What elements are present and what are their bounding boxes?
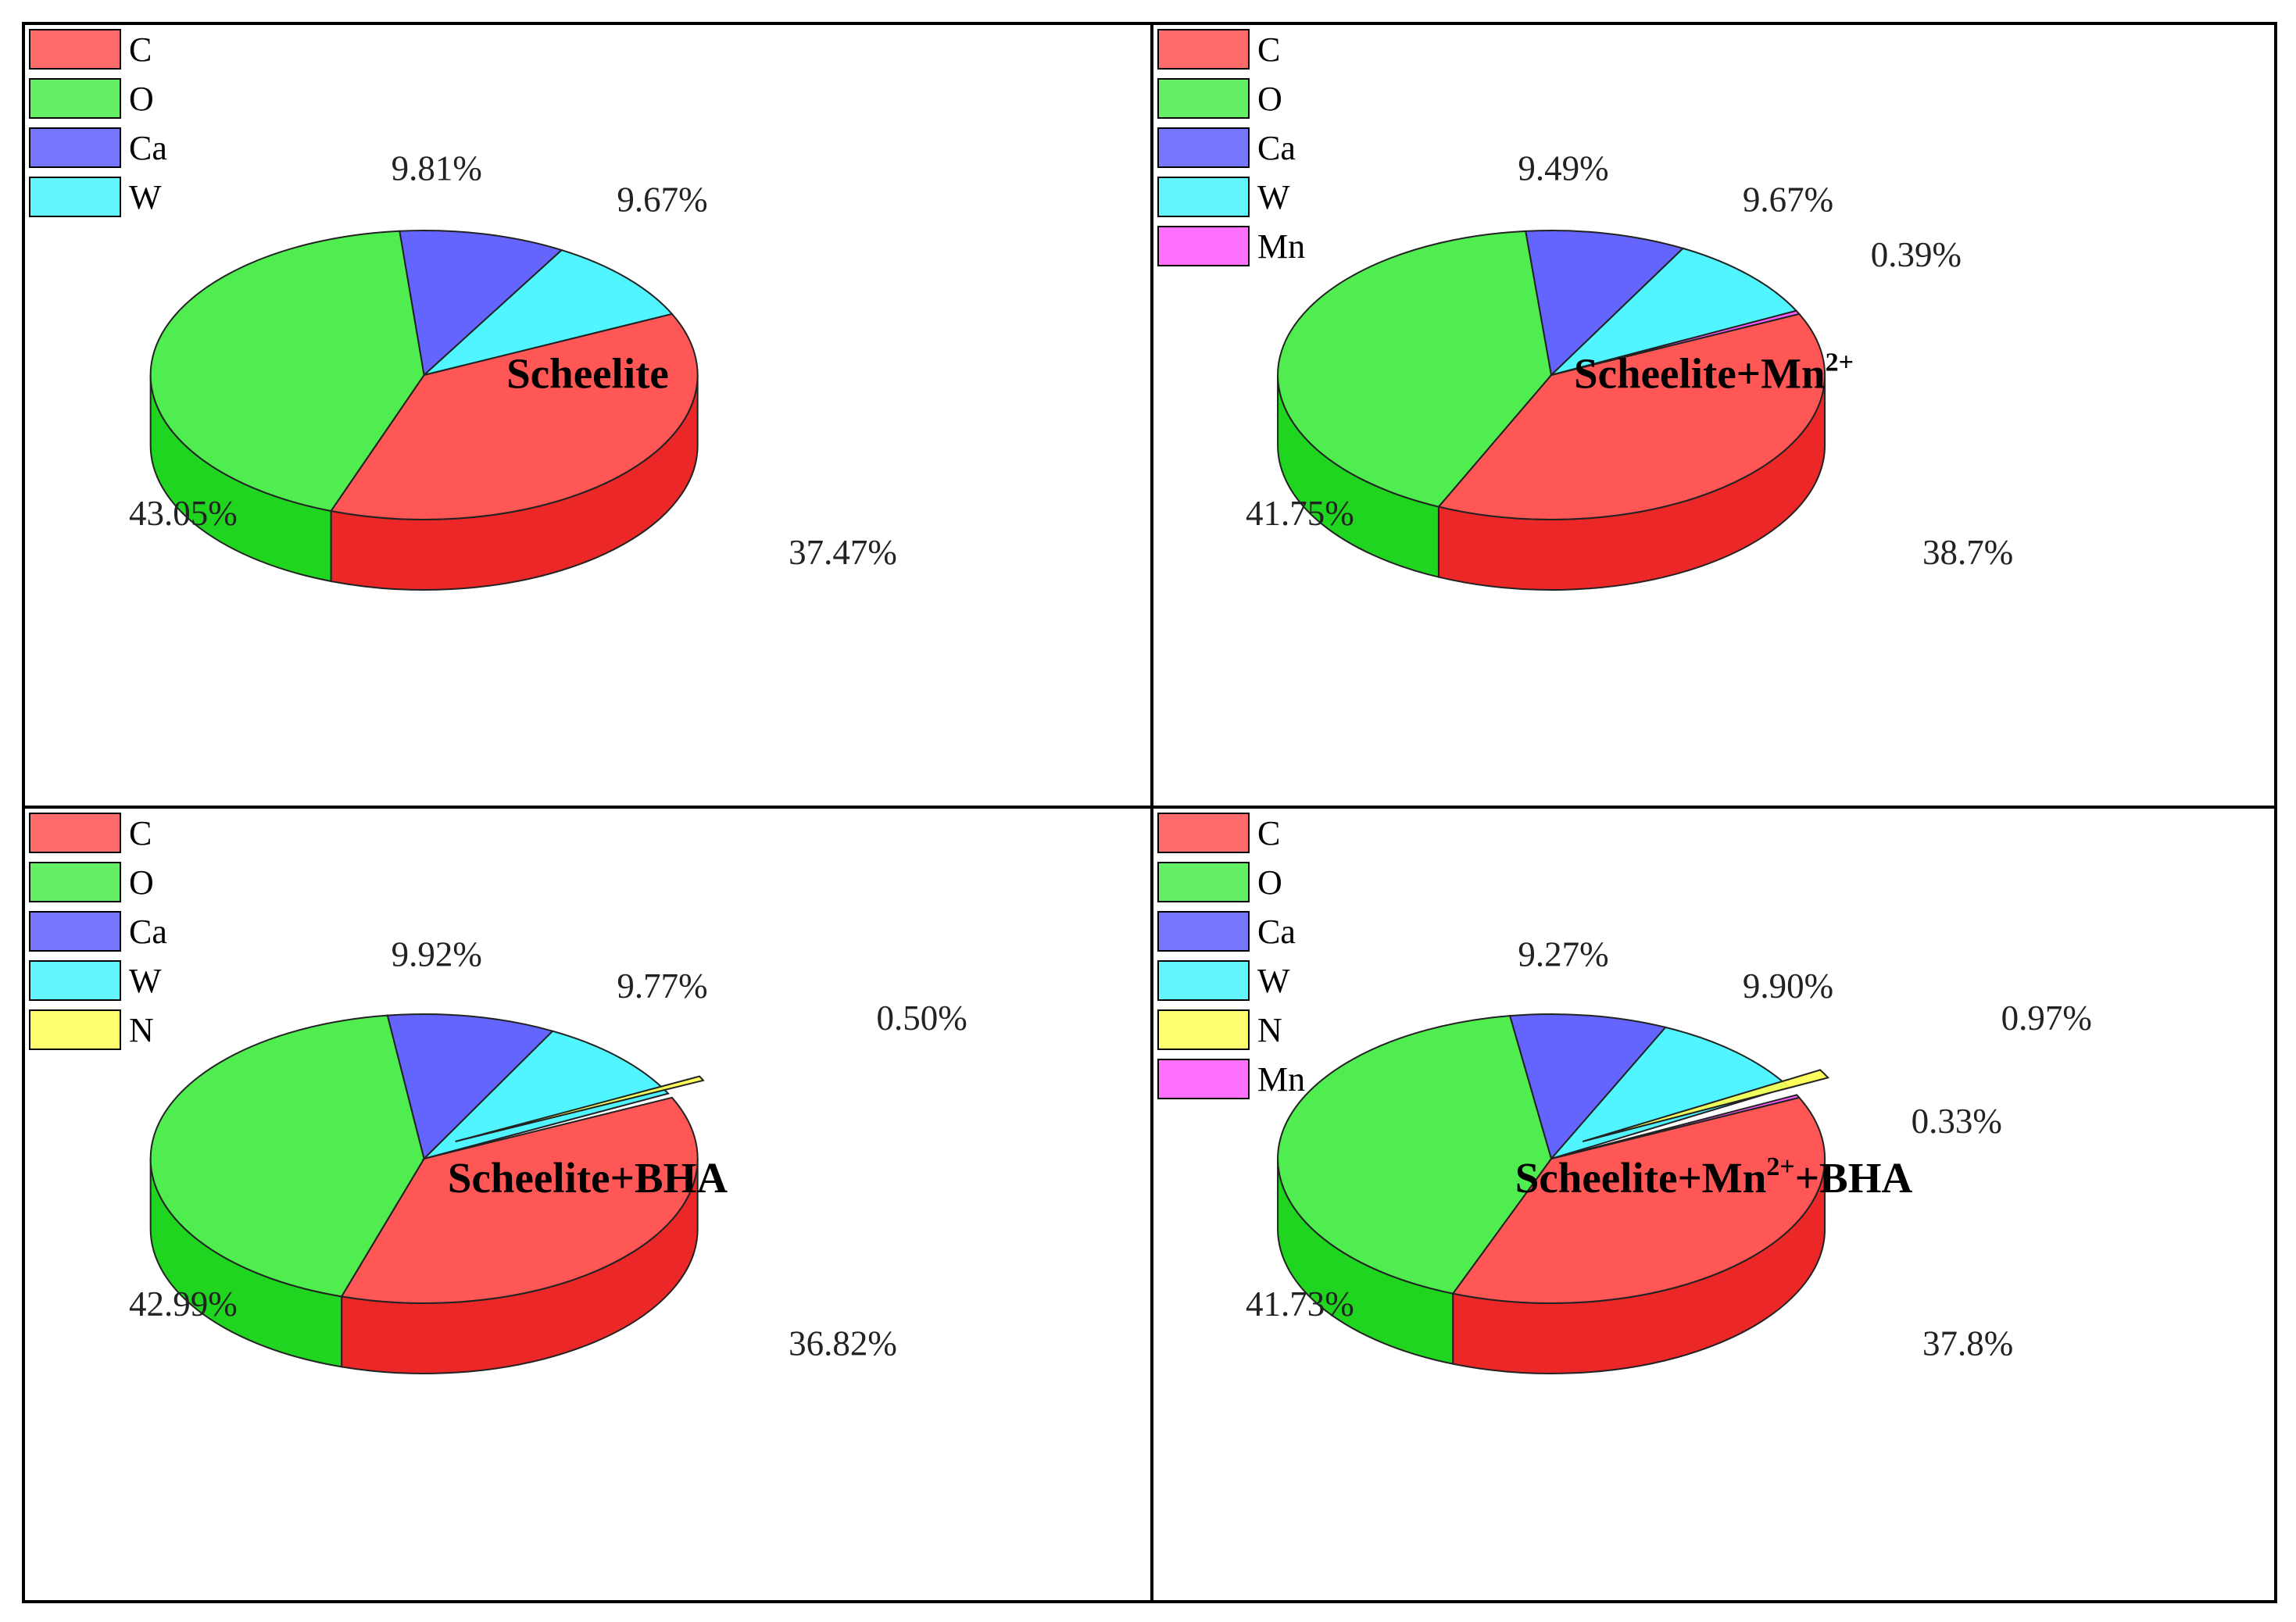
pie-slice-c <box>340 1096 699 1305</box>
pie-slice-ca <box>386 1013 555 1160</box>
pie-slice-ca <box>1508 1013 1668 1161</box>
legend-swatch-c <box>29 29 121 70</box>
pie-slice-w <box>1548 247 1798 377</box>
legend-swatch-o <box>1157 862 1250 902</box>
legend-label-ca: Ca <box>1257 129 1296 167</box>
legend-swatch-c <box>1157 29 1250 70</box>
legend: CO Ca WN <box>29 813 167 1050</box>
legend-label-w: W <box>129 178 162 216</box>
pie-slice-ca <box>1525 230 1685 377</box>
legend-swatch-o <box>29 78 121 119</box>
legend-swatch-w <box>29 177 121 217</box>
pie-slice-o <box>1277 1015 1553 1295</box>
legend-label-w: W <box>1257 178 1290 216</box>
legend-swatch-n <box>1157 1009 1250 1050</box>
data-label-c: 38.7% <box>1922 533 2013 572</box>
data-label-c: 36.82% <box>789 1324 897 1363</box>
data-label-w: 9.67% <box>617 180 707 220</box>
legend-label-n: N <box>1257 1011 1282 1049</box>
legend-swatch-o <box>1157 78 1250 119</box>
pie-slice-c <box>1451 1096 1826 1304</box>
panel-title: Scheelite <box>506 349 669 397</box>
data-label-mn: 0.39% <box>1871 235 1962 274</box>
data-label-o: 43.05% <box>129 494 238 533</box>
pie-slice-ca <box>399 229 563 377</box>
pie-slice-c <box>329 313 699 520</box>
legend-swatch-n <box>29 1009 121 1050</box>
data-label-ca: 9.81% <box>392 149 482 188</box>
data-label-ca: 9.92% <box>392 934 482 974</box>
legend-swatch-o <box>29 862 121 902</box>
legend-swatch-ca <box>29 127 121 168</box>
legend-swatch-w <box>29 960 121 1001</box>
legend-swatch-ca <box>29 911 121 952</box>
pie-slice-mn <box>1550 1094 1801 1159</box>
legend-label-c: C <box>129 814 152 852</box>
data-label-n: 0.50% <box>877 999 967 1038</box>
legend-swatch-mn <box>1157 226 1250 266</box>
legend-swatch-w <box>1157 960 1250 1001</box>
panel-title: Scheelite+BHA <box>448 1154 728 1202</box>
pie-panel-scheelite-mn-bha: CO Ca WN Mn 37.8% 41.73% 9.27% 9.90% 0.97% 0.33% S… <box>1157 813 2092 1374</box>
data-label-n: 0.97% <box>2001 999 2092 1038</box>
legend-label-ca: Ca <box>1257 913 1296 951</box>
legend-swatch-c <box>1157 813 1250 853</box>
pie-slice-mn <box>1550 309 1801 376</box>
data-label-ca: 9.49% <box>1518 149 1608 188</box>
pie-slice-o <box>149 1014 425 1298</box>
data-label-c: 37.8% <box>1922 1324 2013 1363</box>
legend-swatch-ca <box>1157 127 1250 168</box>
legend-label-o: O <box>129 80 154 118</box>
legend-label-n: N <box>129 1011 154 1049</box>
legend-swatch-mn <box>1157 1059 1250 1099</box>
data-label-o: 41.75% <box>1246 494 1354 533</box>
legend-label-o: O <box>1257 863 1282 902</box>
data-label-o: 41.73% <box>1246 1284 1354 1324</box>
legend-swatch-w <box>1157 177 1250 217</box>
pie-slice-n <box>1582 1069 1830 1142</box>
data-label-o: 42.99% <box>129 1284 238 1324</box>
legend-swatch-c <box>29 813 121 853</box>
legend-label-c: C <box>129 30 152 69</box>
data-label-w: 9.67% <box>1743 180 1833 220</box>
legend-label-mn: Mn <box>1257 227 1305 266</box>
legend-label-w: W <box>1257 962 1290 1000</box>
pie-slice-w <box>423 248 674 376</box>
pie-slice-o <box>1277 230 1553 508</box>
data-label-ca: 9.27% <box>1518 934 1608 974</box>
figure-border <box>22 22 2277 1603</box>
legend-label-o: O <box>129 863 154 902</box>
data-label-w: 9.90% <box>1743 966 1833 1006</box>
data-label-c: 37.47% <box>789 533 897 572</box>
pie-panel-scheelite-bha: CO Ca WN 36.82% 42.99% 9.92% 9.77% 0.50% Scheeli… <box>29 813 967 1375</box>
legend-label-c: C <box>1257 814 1280 852</box>
legend-label-mn: Mn <box>1257 1060 1305 1099</box>
legend: CO Ca W <box>29 29 167 217</box>
legend-label-ca: Ca <box>129 913 167 951</box>
legend-label-c: C <box>1257 30 1280 69</box>
panel-title: Scheelite+Mn2++BHA <box>1515 1152 1913 1202</box>
panel-title: Scheelite+Mn2+ <box>1574 348 1854 397</box>
pie-slice-n <box>455 1075 705 1142</box>
pie-slice-c <box>1437 313 1826 520</box>
legend: CO Ca W Mn <box>1157 29 1305 266</box>
legend-label-ca: Ca <box>129 129 167 167</box>
pie-panel-scheelite: CO Ca W 37.47% 43.05% 9.81% 9.67% Scheelite <box>29 29 897 591</box>
legend: CO Ca WN Mn <box>1157 813 1305 1099</box>
pie-slice-o <box>149 230 425 513</box>
pie-panel-scheelite-mn: CO Ca W Mn 38.7% 41.75% 9.49% 9.67% 0.39% Scheeli… <box>1157 29 2013 591</box>
legend-swatch-ca <box>1157 911 1250 952</box>
legend-label-w: W <box>129 962 162 1000</box>
data-label-w: 9.77% <box>617 966 707 1006</box>
data-label-mn: 0.33% <box>1912 1102 2002 1141</box>
legend-label-o: O <box>1257 80 1282 118</box>
